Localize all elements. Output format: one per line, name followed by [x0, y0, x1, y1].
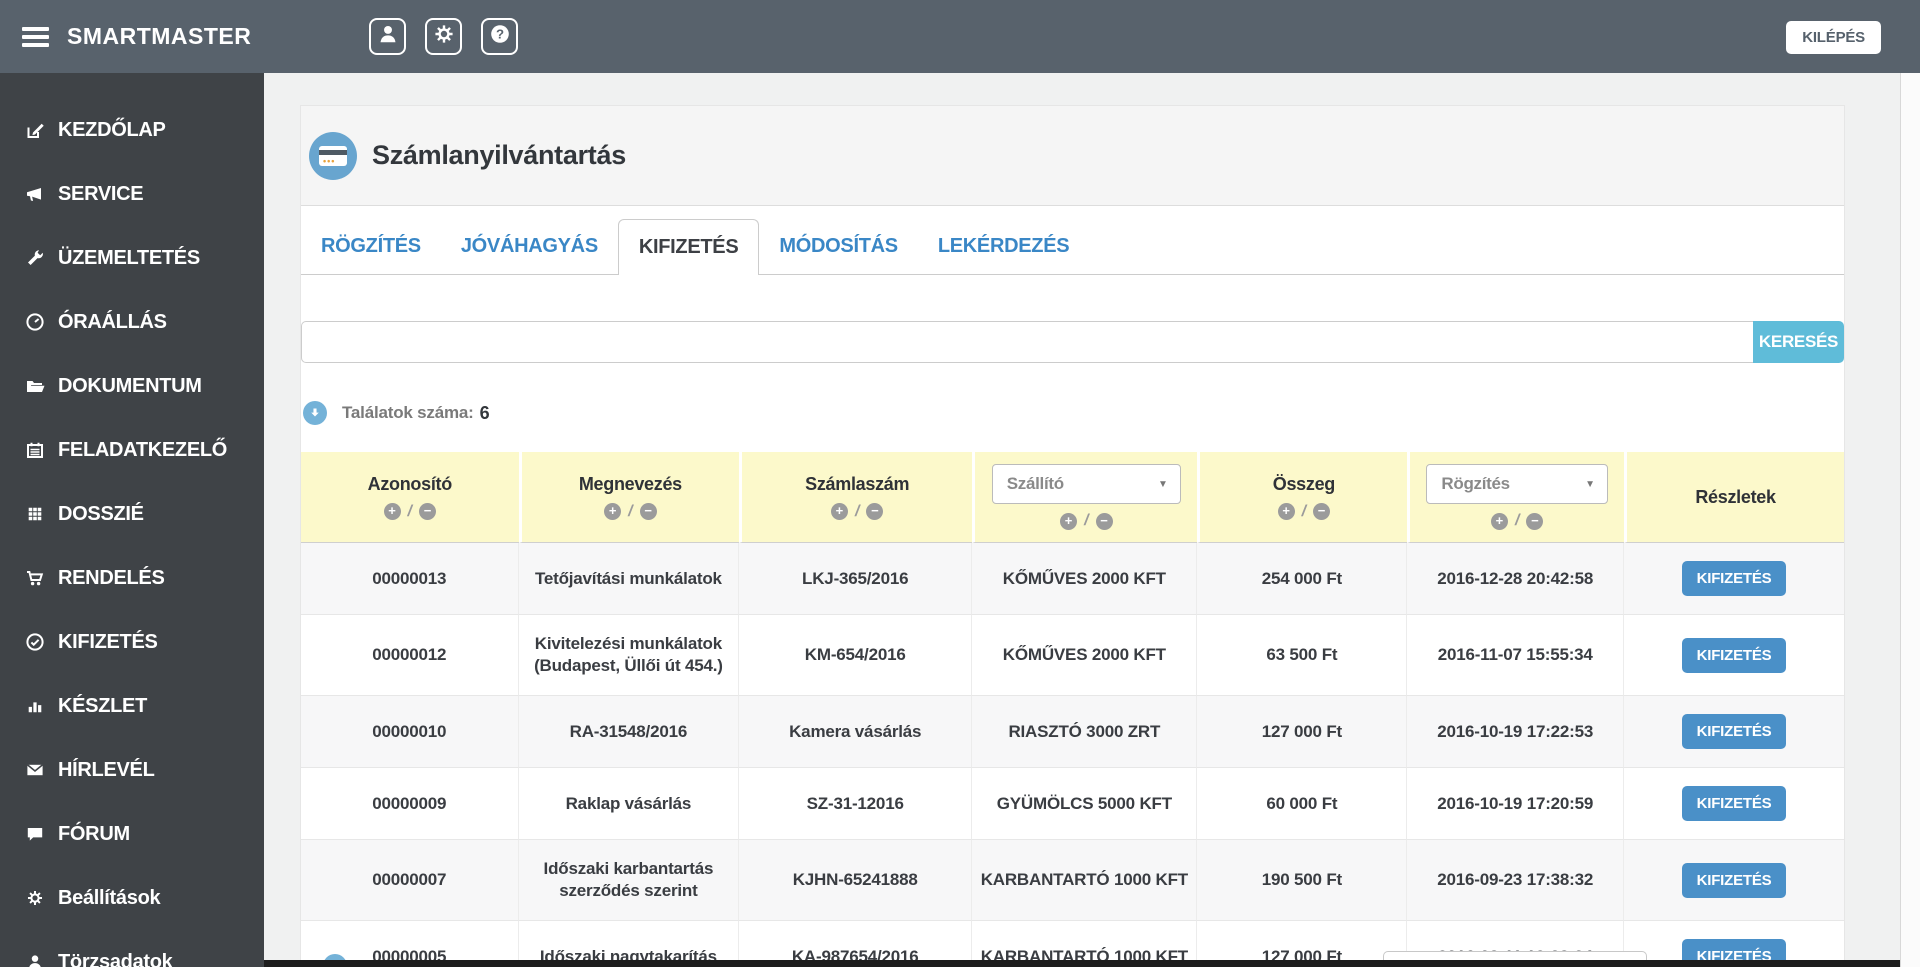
sort-desc-icon[interactable]: −	[419, 503, 436, 520]
footer-bar	[264, 960, 1900, 967]
rogzites-select[interactable]: Rögzítés ▼	[1426, 464, 1608, 504]
table-row: 00000010 RA-31548/2016 Kamera vásárlás R…	[301, 696, 1844, 768]
sort-desc-icon[interactable]: −	[866, 503, 884, 520]
question-icon: ?	[489, 23, 511, 50]
kifizetes-button[interactable]: KIFIZETÉS	[1681, 862, 1787, 898]
tab-bar: RÖGZÍTÉS JÓVÁHAGYÁS KIFIZETÉS MÓDOSÍTÁS …	[301, 206, 1844, 275]
menu-icon[interactable]	[22, 23, 49, 51]
sidebar-item-kezdolap[interactable]: KEZDŐLAP	[0, 98, 264, 162]
cart-icon	[24, 568, 46, 588]
sort-asc-icon[interactable]: +	[1277, 503, 1295, 520]
topbar: SMARTMASTER ? KILÉPÉS	[0, 0, 1920, 73]
results-count: 6	[479, 402, 490, 423]
column-szamlaszam: Számlaszám + / −	[739, 452, 973, 543]
column-azonosito: Azonosító + / −	[301, 452, 519, 543]
sidebar-item-forum[interactable]: FÓRUM	[0, 802, 264, 866]
envelope-icon	[24, 760, 46, 780]
user-icon	[377, 23, 399, 50]
sort-asc-icon[interactable]: +	[383, 503, 401, 520]
sidebar-item-feladatkezelo[interactable]: FELADATKEZELŐ	[0, 418, 264, 482]
sidebar-item-hirlevel[interactable]: HÍRLEVÉL	[0, 738, 264, 802]
sidebar: KEZDŐLAP SERVICE ÜZEMELTETÉS ÓRAÁLLÁS DO	[0, 73, 264, 967]
sort-desc-icon[interactable]: −	[1095, 512, 1113, 530]
credit-card-icon: •••	[309, 131, 357, 180]
szallito-select[interactable]: Szállító ▼	[991, 464, 1181, 504]
column-reszletek: Részletek	[1624, 452, 1844, 543]
sort-asc-icon[interactable]: +	[604, 503, 622, 520]
bar-chart-icon	[24, 697, 46, 715]
column-szallito: Szállító ▼ + / −	[972, 452, 1198, 543]
main-content: ••• Számlanyilvántartás RÖGZÍTÉS JÓVÁHAG…	[264, 73, 1920, 967]
sidebar-item-kifizetes[interactable]: KIFIZETÉS	[0, 610, 264, 674]
kifizetes-button[interactable]: KIFIZETÉS	[1681, 786, 1787, 821]
chevron-down-icon: ▼	[1158, 478, 1168, 490]
folder-open-icon	[24, 376, 46, 396]
wrench-icon	[24, 248, 46, 268]
tab-modositas[interactable]: MÓDOSÍTÁS	[779, 235, 898, 257]
gear-icon	[433, 23, 455, 50]
sidebar-item-beallitasok[interactable]: Beállítások	[0, 866, 264, 930]
sidebar-item-torzsadatok[interactable]: Törzsadatok	[0, 930, 264, 967]
sort-asc-icon[interactable]: +	[830, 503, 848, 520]
kifizetes-button[interactable]: KIFIZETÉS	[1681, 561, 1787, 596]
search-button[interactable]: KERESÉS	[1753, 321, 1844, 363]
table-row: 00000012 Kivitelezési munkálatok (Budape…	[301, 615, 1844, 696]
sort-desc-icon[interactable]: −	[639, 503, 657, 520]
help-button[interactable]: ?	[481, 18, 519, 55]
tab-kifizetes[interactable]: KIFIZETÉS	[617, 219, 760, 275]
sidebar-item-oraallas[interactable]: ÓRAÁLLÁS	[0, 290, 264, 354]
results-summary: Találatok száma: 6	[301, 401, 1844, 425]
sidebar-item-service[interactable]: SERVICE	[0, 162, 264, 226]
column-rogzites: Rögzítés ▼ + / −	[1407, 452, 1625, 543]
megaphone-icon	[24, 184, 46, 204]
sort-desc-icon[interactable]: −	[1526, 512, 1544, 530]
search-input[interactable]	[301, 321, 1753, 363]
arrow-down-icon	[303, 401, 327, 425]
sort-asc-icon[interactable]: +	[1490, 512, 1508, 530]
table-row: 00000009 Raklap vásárlás SZ-31-12016 GYÜ…	[301, 768, 1844, 840]
sort-asc-icon[interactable]: +	[1060, 512, 1078, 530]
scrollbar[interactable]	[1900, 73, 1920, 967]
app-brand: SMARTMASTER	[67, 23, 252, 49]
settings-button[interactable]	[425, 18, 463, 55]
invoice-table: Azonosító + / − Megnevezés + /	[301, 452, 1844, 967]
page-header: ••• Számlanyilvántartás	[301, 106, 1844, 206]
tab-jovahagyas[interactable]: JÓVÁHAGYÁS	[460, 235, 598, 257]
kifizetes-button[interactable]: KIFIZETÉS	[1681, 714, 1787, 749]
tab-lekerdezes[interactable]: LEKÉRDEZÉS	[937, 235, 1070, 257]
chevron-down-icon: ▼	[1585, 478, 1595, 490]
kifizetes-button[interactable]: KIFIZETÉS	[1681, 637, 1787, 673]
search-bar: KERESÉS	[301, 321, 1844, 363]
gauge-icon	[24, 312, 46, 332]
pencil-square-icon	[24, 120, 46, 140]
sidebar-item-dokumentum[interactable]: DOKUMENTUM	[0, 354, 264, 418]
calendar-icon	[24, 440, 46, 460]
sidebar-item-dosszie[interactable]: DOSSZIÉ	[0, 482, 264, 546]
page-title: Számlanyilvántartás	[372, 140, 626, 170]
logout-button[interactable]: KILÉPÉS	[1786, 21, 1881, 54]
column-osszeg: Összeg + / −	[1197, 452, 1408, 543]
person-icon	[24, 953, 46, 967]
table-header-row: Azonosító + / − Megnevezés + /	[301, 452, 1844, 543]
table-row: 00000013 Tetőjavítási munkálatok LKJ-365…	[301, 543, 1844, 615]
table-row: 00000007 Időszaki karbantartás szerződés…	[301, 840, 1844, 921]
grid-icon	[24, 505, 46, 523]
column-megnevezes: Megnevezés + / −	[518, 452, 740, 543]
chat-icon	[24, 824, 46, 844]
check-circle-icon	[24, 632, 46, 652]
gear-icon	[24, 889, 46, 907]
sidebar-item-uzemeltetes[interactable]: ÜZEMELTETÉS	[0, 226, 264, 290]
content-box: ••• Számlanyilvántartás RÖGZÍTÉS JÓVÁHAG…	[300, 105, 1845, 967]
sidebar-item-rendeles[interactable]: RENDELÉS	[0, 546, 264, 610]
sidebar-item-keszlet[interactable]: KÉSZLET	[0, 674, 264, 738]
svg-text:?: ?	[496, 27, 504, 42]
user-button[interactable]	[369, 18, 407, 55]
sort-desc-icon[interactable]: −	[1313, 503, 1331, 520]
tab-rogzites[interactable]: RÖGZÍTÉS	[321, 235, 421, 257]
results-label: Találatok száma:	[342, 403, 474, 422]
